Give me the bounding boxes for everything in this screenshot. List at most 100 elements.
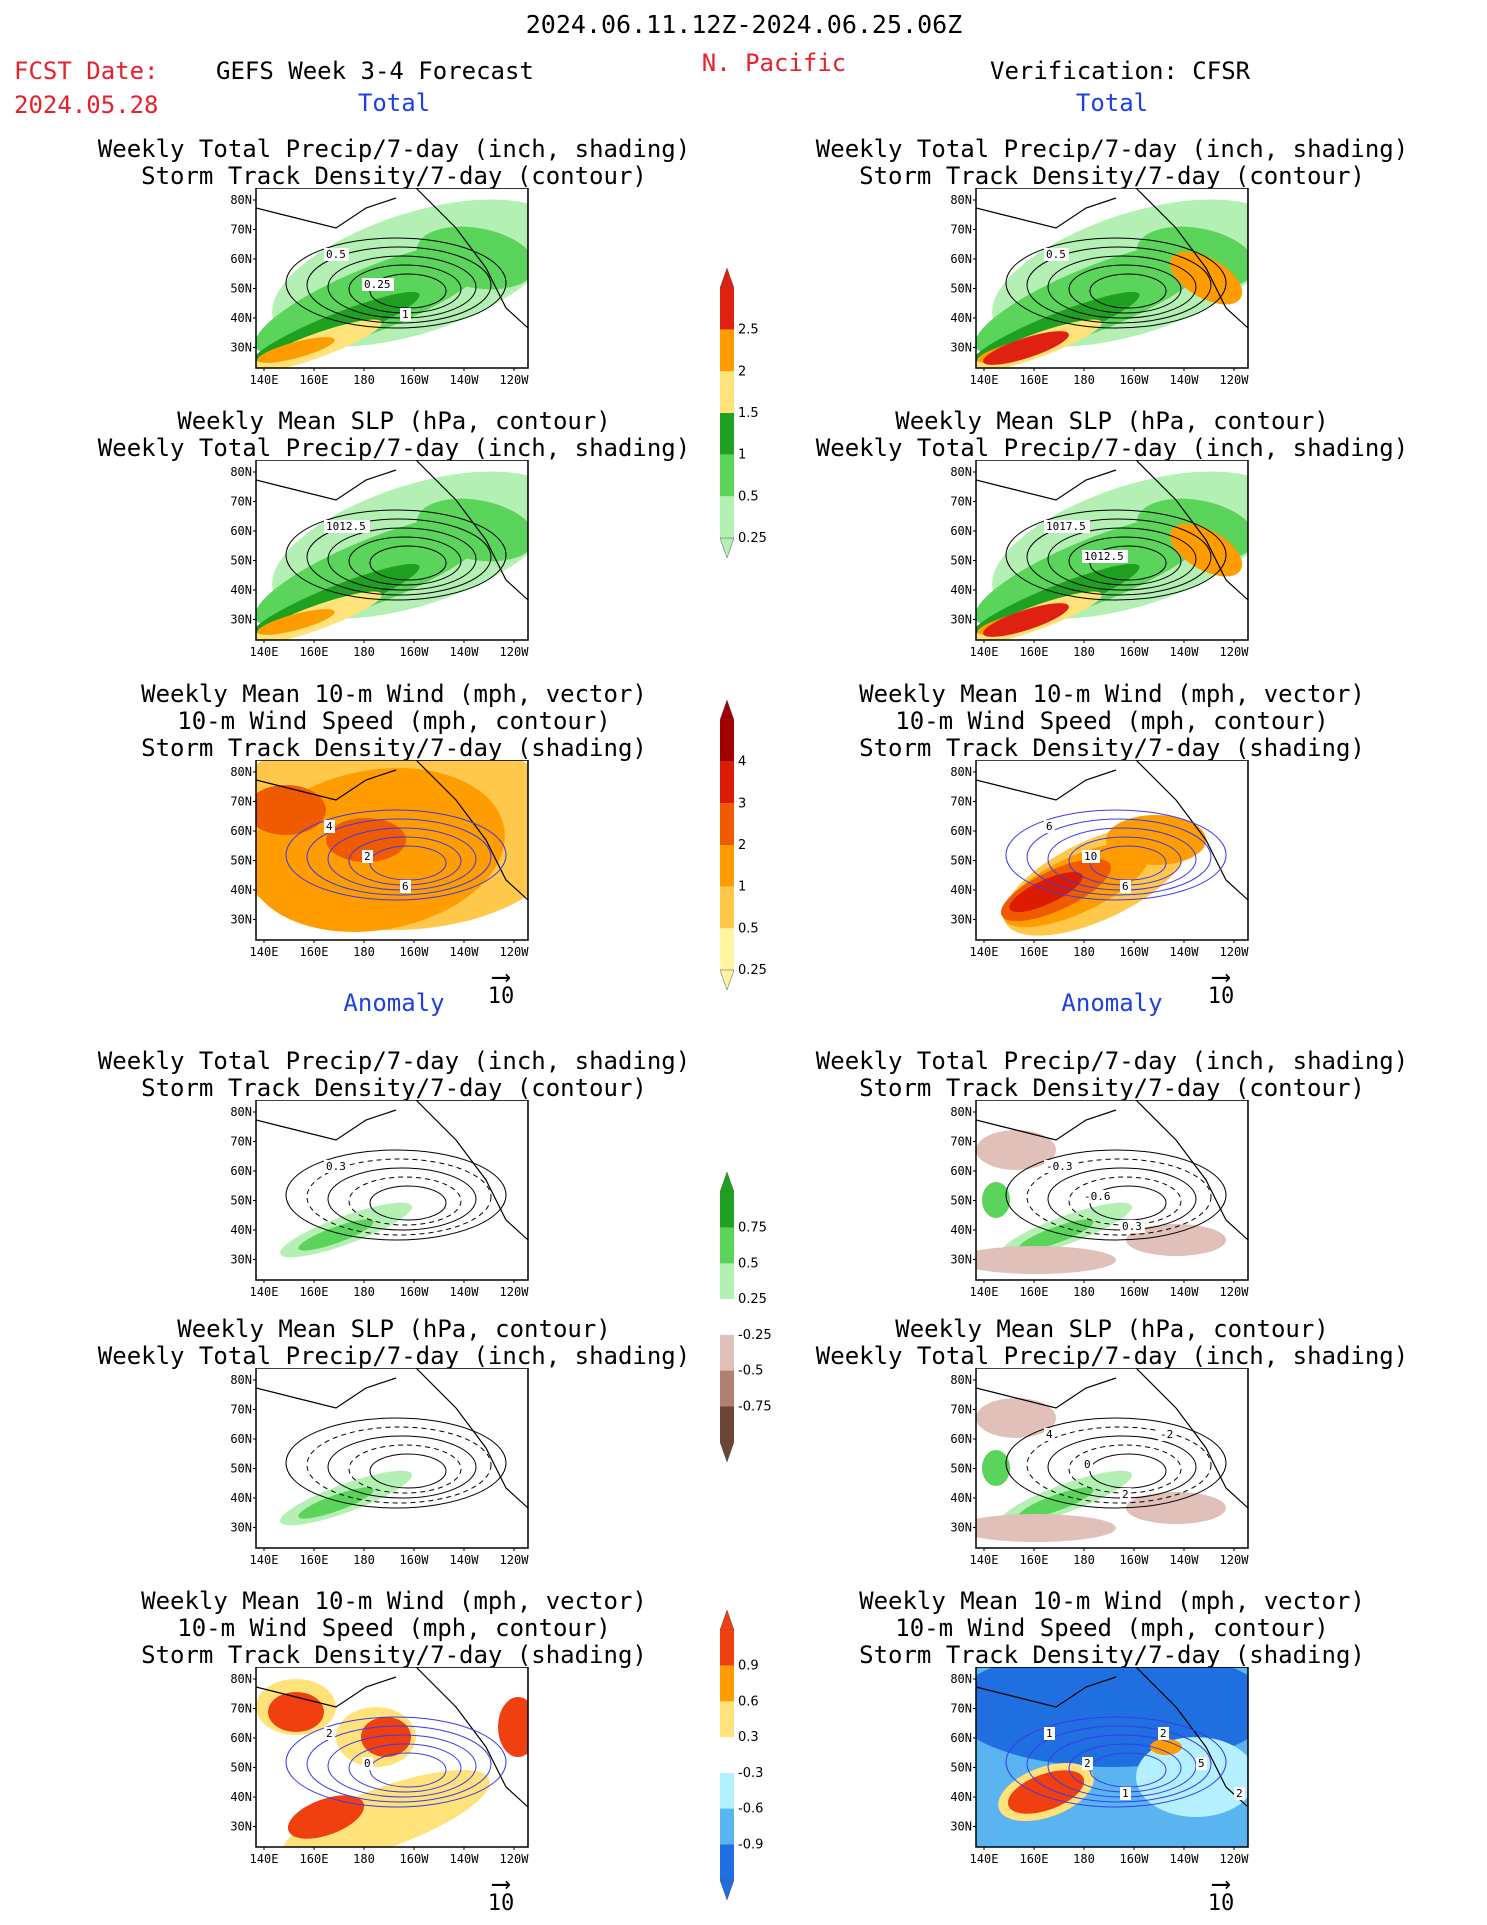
panel-title-line: 10-m Wind Speed (mph, contour) <box>177 707 611 735</box>
contour-line <box>1005 809 1227 901</box>
contour-label-bg <box>400 880 411 893</box>
map-frame <box>975 760 1249 941</box>
contour-label-bg <box>1082 850 1100 863</box>
contour-line <box>306 1158 492 1236</box>
lon-tick-label: 140W <box>450 1285 480 1299</box>
lat-tick-label: 80N <box>230 765 252 779</box>
panel-title-line: Weekly Total Precip/7-day (inch, shading… <box>815 1047 1409 1075</box>
lat-tick-label: 30N <box>950 1253 972 1267</box>
lat-tick-label: 30N <box>950 341 972 355</box>
shading-area <box>982 1182 1010 1218</box>
contour-label: 0.5 <box>1046 248 1066 261</box>
coastline <box>415 1667 528 1808</box>
lon-tick-label: 160E <box>1020 945 1049 959</box>
colorbar-segment <box>720 928 734 970</box>
lon-tick-label: 140W <box>1170 1852 1200 1866</box>
lon-tick-label: 180 <box>1073 945 1095 959</box>
lon-tick-label: 180 <box>353 1285 375 1299</box>
colorbar-segment <box>720 329 734 372</box>
contour-line <box>285 809 507 901</box>
vector-arrow-icon: ⟶ <box>493 962 509 992</box>
contour-label: -0.3 <box>1046 1160 1073 1173</box>
shading-area <box>1106 815 1206 865</box>
verification-label: Verification: CFSR <box>990 57 1251 85</box>
colorbar-label: 0.5 <box>738 921 759 936</box>
lat-tick-label: 70N <box>950 1702 972 1716</box>
map-frame <box>255 1100 529 1281</box>
contour-label: 2 <box>1236 1787 1243 1800</box>
contour-line <box>1026 1725 1212 1803</box>
model-label: GEFS Week 3-4 Forecast <box>216 57 534 85</box>
map-panel-verif-total-slp-precip: 1017.5 1012.5 80N 70N 60N 50N 40N 30N 140E 160E 18… <box>950 460 1249 659</box>
contour-line <box>1026 1158 1212 1236</box>
lat-tick-label: 40N <box>950 1790 972 1804</box>
lat-tick-label: 70N <box>230 223 252 237</box>
map-panel-verif-anom-wind-storm: 121252480N70N60N50N40N30N140E160E180160W… <box>950 1667 1249 1866</box>
contour-label-bg <box>324 820 335 833</box>
panel-title-line: Weekly Mean SLP (hPa, contour) <box>177 1315 611 1343</box>
colorbar-segment <box>720 1263 734 1300</box>
vector-arrow-icon: ⟶ <box>1213 1869 1229 1899</box>
contour-line <box>306 518 492 596</box>
colorbar-cap <box>719 1879 735 1901</box>
shading-area <box>298 1219 374 1251</box>
lon-tick-label: 180 <box>353 1852 375 1866</box>
lat-tick-label: 40N <box>230 1223 252 1237</box>
shading-area <box>1018 1219 1094 1251</box>
colorbar-segment <box>720 1808 734 1845</box>
colorbar-cap <box>719 700 735 721</box>
coastline <box>1135 1368 1248 1509</box>
contour-label-bg <box>362 278 394 291</box>
lon-tick-label: 140E <box>250 373 279 387</box>
contour-label: 0 <box>364 1757 371 1770</box>
shading-area <box>268 1692 324 1732</box>
colorbar-label: 0.3 <box>738 1730 759 1745</box>
colorbar-segment <box>720 371 734 413</box>
lon-tick-label: 180 <box>1073 1852 1095 1866</box>
contour-line <box>369 1185 447 1221</box>
lon-tick-label: 140W <box>1170 1553 1200 1567</box>
colorbar-segment <box>720 720 734 762</box>
colorbar-segment <box>720 1227 734 1264</box>
panel-title-line: Storm Track Density/7-day (shading) <box>141 1641 647 1669</box>
panel-title-line: Storm Track Density/7-day (contour) <box>859 1074 1365 1102</box>
contour-label: -2 <box>1160 1428 1173 1441</box>
colorbar-label: 0.6 <box>738 1694 759 1709</box>
colorbar-cap <box>719 537 735 559</box>
lat-tick-label: 60N <box>230 1731 252 1745</box>
colorbar-segment <box>720 496 734 538</box>
coastline <box>1135 1667 1248 1808</box>
contour-label: 2 <box>1122 1488 1129 1501</box>
contour-label-bg <box>1044 248 1069 261</box>
panel-title-line: Weekly Total Precip/7-day (inch, shading… <box>97 135 691 163</box>
contour-line <box>1068 536 1182 586</box>
panel-title-line: Weekly Total Precip/7-day (inch, shading… <box>97 1047 691 1075</box>
lon-tick-label: 140E <box>250 945 279 959</box>
shading-area <box>257 609 335 635</box>
colorbar-label: 2 <box>738 838 746 853</box>
vector-reference-label: 10 <box>487 984 515 1009</box>
coastline <box>415 1100 528 1241</box>
shading-area <box>1150 1739 1182 1755</box>
contour-line <box>285 509 507 601</box>
panel-title-line: Weekly Mean 10-m Wind (mph, vector) <box>141 1587 647 1615</box>
lon-tick-label: 140E <box>970 1285 999 1299</box>
lon-tick-label: 140E <box>970 645 999 659</box>
colorbar-label: 0.75 <box>738 1221 767 1236</box>
contour-line <box>306 246 492 324</box>
lat-tick-label: 80N <box>950 765 972 779</box>
shading-area <box>983 331 1069 365</box>
lat-tick-label: 80N <box>950 1105 972 1119</box>
lat-tick-label: 60N <box>950 1731 972 1745</box>
colorbar-label: 0.25 <box>738 531 767 546</box>
panel-title-line: Weekly Total Precip/7-day (inch, shading… <box>815 1342 1409 1370</box>
map-panel-fcst-anom-precip-storm: 0.3 80N 70N 60N 50N 40N 30N 140E 160E 180 160W 140W… <box>230 1100 529 1299</box>
colorbar-cap <box>719 268 735 289</box>
lon-tick-label: 160W <box>1120 1553 1150 1567</box>
lon-tick-label: 140E <box>970 945 999 959</box>
lon-tick-label: 160W <box>1120 645 1150 659</box>
coastline <box>1135 1100 1248 1241</box>
coastline <box>1135 760 1248 901</box>
shading-area <box>1126 1492 1226 1524</box>
shading-area <box>976 1130 1056 1170</box>
